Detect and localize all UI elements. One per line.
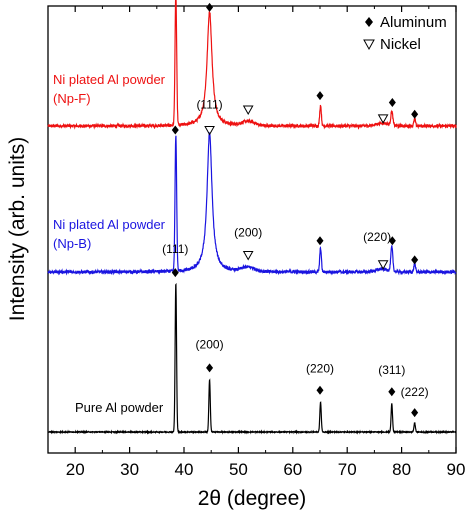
series-line xyxy=(47,282,457,435)
x-tick-label: 60 xyxy=(283,460,302,479)
diamond-marker xyxy=(206,2,214,12)
series-line xyxy=(47,131,457,276)
series-line xyxy=(47,0,457,130)
hkl-label: (220) xyxy=(306,361,334,375)
series-name-label: Ni plated Al powder xyxy=(53,72,166,87)
diamond-marker xyxy=(316,236,324,246)
hkl-label: (111) xyxy=(162,242,188,256)
legend-triangle-icon xyxy=(363,39,375,51)
x-tick-label: 30 xyxy=(120,460,139,479)
marker-layer: (111) (200) (220) (111) (200) (220) (311) (222) xyxy=(162,2,429,418)
diamond-marker xyxy=(206,363,214,373)
hkl-label: (220) xyxy=(363,230,391,244)
x-tick-label: 40 xyxy=(175,460,194,479)
hkl-label: (222) xyxy=(401,385,429,399)
series-name-label: Pure Al powder xyxy=(75,400,164,415)
triangle-marker xyxy=(377,260,389,270)
diamond-marker xyxy=(411,255,419,265)
x-tick-label: 50 xyxy=(229,460,248,479)
series-name-label: Ni plated Al powder xyxy=(53,217,166,232)
hkl-label: (311) xyxy=(378,363,405,377)
series-name-label: (Np-B) xyxy=(53,236,91,251)
diamond-marker xyxy=(411,109,419,119)
diamond-marker xyxy=(316,385,324,395)
series-layer: Ni plated Al powder (Np-F) Ni plated Al po… xyxy=(47,0,457,435)
triangle-marker xyxy=(204,126,215,136)
triangle-marker xyxy=(242,250,254,261)
triangle-marker xyxy=(377,114,389,124)
diamond-marker xyxy=(316,91,324,101)
x-tick-label: 20 xyxy=(66,460,85,479)
hkl-label: (200) xyxy=(234,226,262,240)
diamond-marker xyxy=(171,125,179,135)
plot-frame xyxy=(47,5,457,454)
legend: Aluminum Nickel xyxy=(363,14,447,53)
x-axis-title: 2θ (degree) xyxy=(198,487,307,510)
legend-label: Aluminum xyxy=(380,14,447,31)
legend-label: Nickel xyxy=(380,36,421,53)
diamond-marker xyxy=(411,408,419,418)
x-tick-label: 80 xyxy=(392,460,411,479)
diamond-marker xyxy=(388,98,396,108)
series-name-label: (Np-F) xyxy=(53,91,91,106)
x-tick-label: 70 xyxy=(338,460,357,479)
diamond-marker xyxy=(171,268,179,278)
x-axis: 20 30 40 50 60 70 80 90 xyxy=(47,6,466,479)
triangle-marker xyxy=(242,105,254,115)
hkl-label: (111) xyxy=(196,98,222,112)
diamond-marker xyxy=(388,236,396,246)
x-tick-label: 90 xyxy=(447,460,466,479)
legend-diamond-icon xyxy=(365,17,373,27)
hkl-label: (200) xyxy=(196,338,224,352)
y-axis-title: Intensity (arb. units) xyxy=(6,137,29,321)
diamond-marker xyxy=(388,387,396,397)
